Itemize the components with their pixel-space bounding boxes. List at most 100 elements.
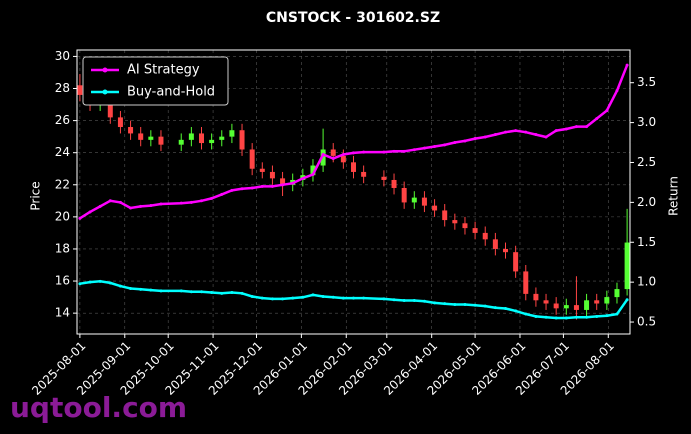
y2-tick-label: 1.5 bbox=[637, 235, 656, 249]
return-point bbox=[524, 130, 528, 134]
y-tick-label: 24 bbox=[55, 145, 70, 159]
return-point bbox=[220, 192, 224, 196]
candle-body bbox=[361, 171, 367, 177]
return-point bbox=[382, 297, 386, 301]
return-point bbox=[189, 290, 193, 294]
return-point bbox=[260, 184, 264, 188]
return-point bbox=[514, 309, 518, 313]
return-point bbox=[149, 288, 153, 292]
return-point bbox=[362, 150, 366, 154]
return-point bbox=[574, 125, 578, 129]
return-point bbox=[392, 298, 396, 302]
return-point bbox=[210, 196, 214, 200]
return-point bbox=[585, 315, 589, 319]
candle-body bbox=[249, 149, 255, 169]
return-point bbox=[108, 281, 112, 285]
return-point bbox=[240, 187, 244, 191]
return-point bbox=[352, 151, 355, 155]
candle-body bbox=[614, 289, 620, 298]
candle-body bbox=[340, 155, 346, 163]
return-point bbox=[595, 117, 599, 121]
return-point bbox=[159, 289, 163, 293]
candle-body bbox=[492, 239, 498, 249]
candle-body bbox=[117, 117, 123, 128]
candle-body bbox=[553, 303, 559, 309]
return-point bbox=[139, 204, 143, 208]
candle-body bbox=[401, 187, 407, 203]
return-point bbox=[453, 141, 457, 145]
candle-body bbox=[381, 176, 387, 180]
return-point bbox=[554, 316, 558, 320]
candle-body bbox=[503, 248, 509, 253]
candle-body bbox=[573, 305, 579, 310]
return-point bbox=[260, 296, 264, 300]
return-point bbox=[311, 172, 315, 176]
candle-body bbox=[391, 179, 397, 188]
return-point bbox=[352, 296, 355, 300]
candle-body bbox=[523, 271, 529, 294]
y-tick-label: 28 bbox=[55, 81, 70, 95]
return-point bbox=[321, 295, 325, 299]
candle-body bbox=[513, 252, 519, 272]
return-point bbox=[392, 149, 396, 153]
return-point bbox=[78, 282, 82, 286]
candle-body bbox=[442, 210, 448, 221]
return-point bbox=[311, 293, 315, 297]
return-point bbox=[433, 145, 437, 149]
return-point bbox=[534, 314, 538, 318]
return-point bbox=[585, 125, 589, 129]
candle-body bbox=[128, 127, 134, 134]
return-point bbox=[534, 133, 538, 137]
return-point bbox=[159, 202, 163, 206]
return-point bbox=[179, 289, 183, 293]
return-point bbox=[189, 200, 193, 204]
return-point bbox=[433, 301, 437, 305]
return-point bbox=[382, 150, 386, 154]
return-point bbox=[483, 304, 487, 308]
return-point bbox=[331, 295, 335, 299]
candle-body bbox=[158, 136, 164, 145]
return-point bbox=[98, 279, 102, 283]
candle-body bbox=[77, 85, 83, 95]
return-point bbox=[129, 206, 133, 210]
legend-marker bbox=[102, 89, 108, 95]
return-point bbox=[473, 137, 477, 141]
return-point bbox=[453, 302, 457, 306]
candle-body bbox=[148, 136, 154, 140]
y-tick-label: 14 bbox=[55, 306, 70, 320]
return-point bbox=[483, 135, 487, 139]
candle-body bbox=[330, 149, 336, 156]
return-point bbox=[210, 291, 214, 295]
return-point bbox=[341, 153, 345, 157]
y2-tick-label: 2.5 bbox=[637, 155, 656, 169]
candle-body bbox=[280, 178, 286, 185]
candle-body bbox=[209, 139, 215, 144]
candle-body bbox=[259, 168, 265, 172]
candle-body bbox=[472, 228, 478, 233]
legend-marker bbox=[102, 67, 108, 73]
return-point bbox=[331, 156, 335, 160]
return-point bbox=[595, 314, 599, 318]
return-point bbox=[443, 302, 447, 306]
return-point bbox=[412, 298, 416, 302]
candle-body bbox=[543, 300, 549, 304]
return-point bbox=[149, 204, 153, 208]
return-point bbox=[493, 306, 497, 310]
candle-body bbox=[533, 293, 539, 301]
return-point bbox=[291, 296, 295, 300]
return-point bbox=[118, 284, 122, 288]
return-point bbox=[615, 89, 619, 93]
return-point bbox=[341, 296, 345, 300]
return-point bbox=[199, 199, 203, 203]
return-point bbox=[301, 295, 305, 299]
candle-body bbox=[188, 133, 194, 140]
return-point bbox=[321, 153, 325, 157]
return-point bbox=[402, 298, 406, 302]
y-tick-label: 22 bbox=[55, 177, 70, 191]
return-point bbox=[544, 135, 548, 139]
return-point bbox=[625, 63, 629, 67]
return-point bbox=[412, 148, 416, 152]
candle-body bbox=[310, 165, 316, 176]
legend-label: AI Strategy bbox=[127, 63, 200, 78]
return-point bbox=[473, 303, 477, 307]
